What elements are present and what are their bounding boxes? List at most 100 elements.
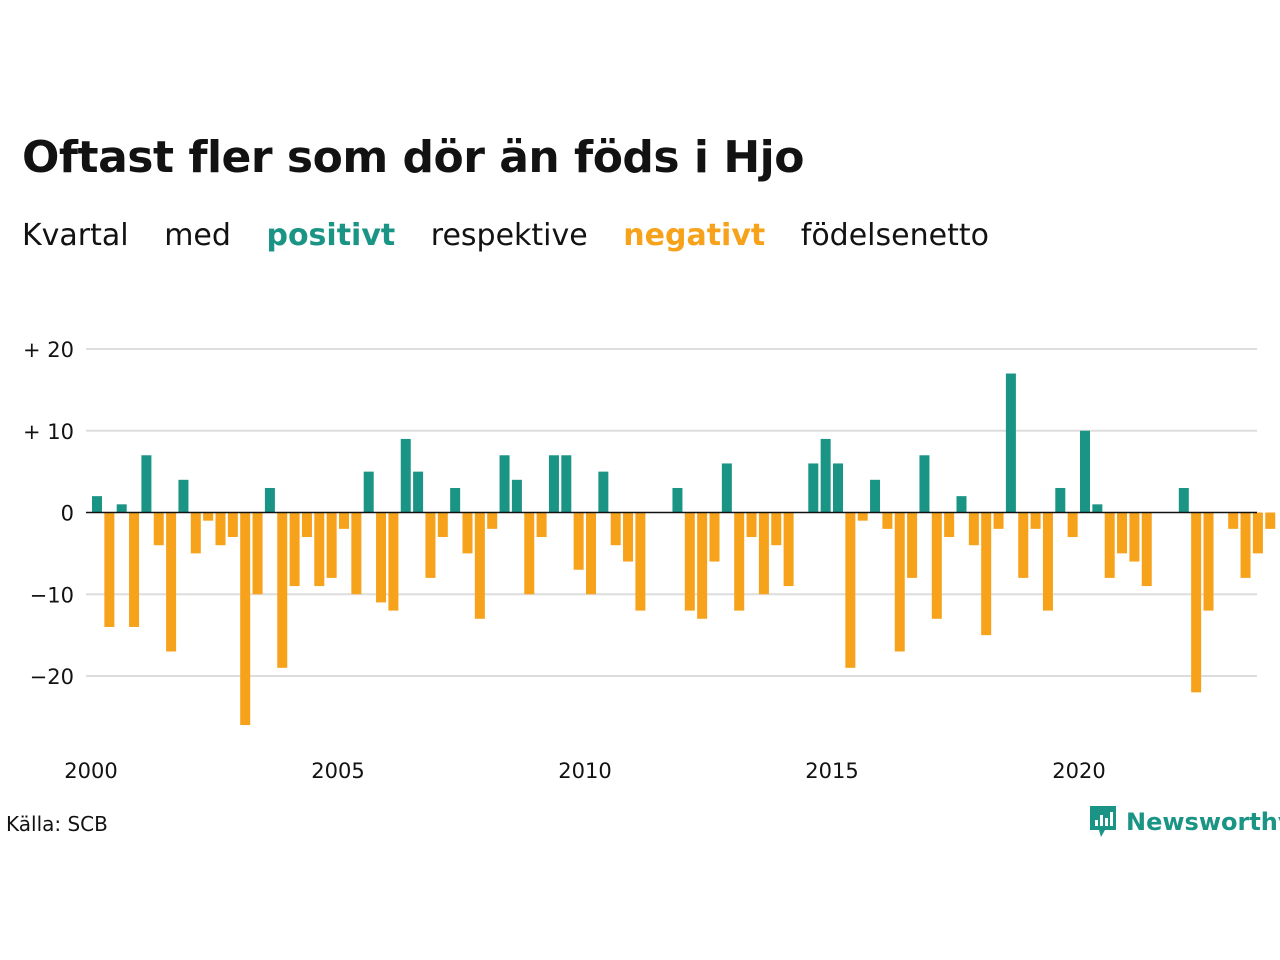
bar-negative bbox=[894, 512, 905, 652]
bar-negative bbox=[1240, 512, 1251, 578]
bar-positive bbox=[92, 496, 102, 513]
bar-negative bbox=[993, 512, 1004, 529]
bar-negative bbox=[388, 512, 399, 611]
bar-negative bbox=[771, 512, 782, 546]
bar-positive bbox=[1092, 504, 1103, 513]
bar-negative bbox=[623, 512, 634, 562]
newsworthy-logo-icon bbox=[1090, 806, 1116, 837]
bar-negative bbox=[709, 512, 720, 562]
bar-positive bbox=[808, 463, 819, 513]
bar-negative bbox=[981, 512, 992, 636]
y-tick-label: + 20 bbox=[23, 338, 74, 362]
bar-negative bbox=[845, 512, 856, 668]
bar-negative bbox=[203, 512, 214, 521]
bar-positive bbox=[721, 463, 732, 513]
y-tick-label: + 10 bbox=[23, 420, 74, 444]
bar-positive bbox=[141, 455, 152, 513]
bar-positive bbox=[1080, 430, 1090, 513]
bar-positive bbox=[1055, 487, 1066, 513]
bar-positive bbox=[450, 487, 461, 513]
subtitle-text-kvartal: Kvartal bbox=[22, 218, 129, 253]
bar-negative bbox=[524, 512, 535, 595]
y-tick-label: −20 bbox=[30, 665, 74, 689]
bar-negative bbox=[351, 512, 362, 595]
bar-negative bbox=[536, 512, 547, 538]
bar-negative bbox=[166, 512, 177, 652]
bar-negative bbox=[129, 512, 140, 627]
subtitle-text-respektive: respektive bbox=[430, 218, 588, 253]
y-tick-label: 0 bbox=[61, 502, 74, 526]
bar-negative bbox=[684, 512, 695, 611]
bar-negative bbox=[153, 512, 164, 546]
bar-negative bbox=[190, 512, 201, 554]
bar-positive bbox=[363, 471, 374, 513]
bar-positive bbox=[1178, 487, 1189, 513]
bar-positive bbox=[598, 471, 609, 513]
bar-negative bbox=[1030, 512, 1041, 529]
bar-negative bbox=[252, 512, 263, 595]
bar-positive bbox=[820, 438, 831, 513]
bar-negative bbox=[240, 512, 251, 726]
x-tick-label: 2020 bbox=[1052, 759, 1105, 783]
x-tick-label: 2010 bbox=[558, 759, 611, 783]
bar-negative bbox=[301, 512, 312, 538]
subtitle-text-med: med bbox=[164, 218, 231, 253]
bar-positive bbox=[956, 496, 967, 513]
bar-negative bbox=[326, 512, 337, 578]
bar-negative bbox=[697, 512, 708, 619]
subtitle-positive-label: positivt bbox=[266, 218, 396, 253]
x-tick-label: 2005 bbox=[311, 759, 364, 783]
brand-logo: Newsworthy bbox=[1088, 804, 1280, 840]
chart-title: Oftast fler som dör än föds i Hjo bbox=[22, 132, 804, 183]
bar-negative bbox=[1203, 512, 1214, 611]
bar-positive bbox=[1005, 373, 1016, 513]
bar-negative bbox=[1265, 512, 1276, 529]
bar-positive bbox=[511, 479, 522, 513]
bar-negative bbox=[944, 512, 955, 538]
bar-negative bbox=[277, 512, 288, 668]
bar-positive bbox=[400, 438, 411, 513]
bar-positive bbox=[116, 504, 127, 513]
bar-negative bbox=[1067, 512, 1078, 538]
bar-negative bbox=[882, 512, 893, 529]
y-tick-label: −10 bbox=[30, 583, 74, 607]
bar-negative bbox=[734, 512, 745, 611]
bar-negative bbox=[227, 512, 238, 538]
x-tick-label: 2015 bbox=[805, 759, 858, 783]
bar-positive bbox=[499, 455, 510, 513]
bar-positive bbox=[833, 463, 843, 513]
bar-negative bbox=[1018, 512, 1029, 578]
subtitle-text-fodelsenetto: födelsenetto bbox=[800, 218, 989, 253]
bar-negative bbox=[586, 512, 596, 595]
source-note: Källa: SCB bbox=[6, 812, 108, 836]
bar-positive bbox=[919, 455, 930, 513]
bar-negative bbox=[746, 512, 757, 538]
bar-positive bbox=[561, 455, 572, 513]
bar-negative bbox=[1191, 512, 1202, 693]
chart-subtitle: Kvartal med positivt respektive negativt… bbox=[22, 218, 1015, 253]
bar-negative bbox=[339, 512, 349, 529]
bar-negative bbox=[314, 512, 325, 587]
bar-negative bbox=[783, 512, 794, 587]
bar-negative bbox=[376, 512, 387, 603]
bar-negative bbox=[635, 512, 646, 611]
bar-negative bbox=[1252, 512, 1263, 554]
bar-negative bbox=[425, 512, 436, 578]
bar-negative bbox=[931, 512, 942, 619]
bar-positive bbox=[672, 487, 683, 513]
brand-name: Newsworthy bbox=[1126, 808, 1280, 836]
bar-positive bbox=[264, 487, 275, 513]
subtitle-negative-label: negativt bbox=[623, 218, 766, 253]
bar-negative bbox=[215, 512, 226, 546]
bar-positive bbox=[548, 455, 559, 513]
bar-positive bbox=[870, 479, 881, 513]
bar-negative bbox=[104, 512, 115, 627]
bar-negative bbox=[474, 512, 485, 619]
bar-negative bbox=[1104, 512, 1115, 578]
bar-negative bbox=[1042, 512, 1053, 611]
bar-negative bbox=[758, 512, 769, 595]
bar-negative bbox=[1129, 512, 1140, 562]
x-tick-label: 2000 bbox=[64, 759, 117, 783]
bar-negative bbox=[857, 512, 868, 521]
